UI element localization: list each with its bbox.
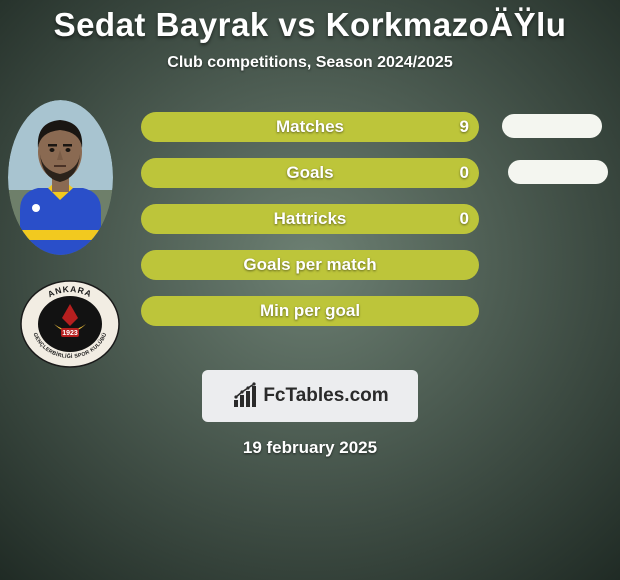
stat-label: Matches [141, 117, 479, 137]
stat-row-goals-per-match: Goals per match [141, 250, 479, 280]
stats-area: 1923 ANKARA GENÇLERBİRLİĞİ SPOR KULÜBÜ M… [0, 112, 620, 342]
page-title: Sedat Bayrak vs KorkmazoÄŸlu [54, 6, 567, 44]
stat-label: Goals [141, 163, 479, 183]
svg-text:1923: 1923 [62, 330, 78, 337]
player-left-team-badge: 1923 ANKARA GENÇLERBİRLİĞİ SPOR KULÜBÜ [20, 280, 120, 368]
stat-label: Goals per match [141, 255, 479, 275]
stat-row-hattricks: Hattricks0 [141, 204, 479, 234]
stat-row-matches: Matches9 [141, 112, 479, 142]
stat-label: Hattricks [141, 209, 479, 229]
watermark: FcTables.com [202, 370, 418, 422]
player-right-pill-1 [502, 114, 602, 138]
player-right-pill-2 [508, 160, 608, 184]
subtitle: Club competitions, Season 2024/2025 [167, 54, 452, 72]
chart-icon [231, 382, 259, 410]
content-root: Sedat Bayrak vs KorkmazoÄŸlu Club compet… [0, 0, 620, 580]
stat-value-left: 0 [460, 163, 469, 183]
footer-date: 19 february 2025 [243, 438, 377, 458]
stat-label: Min per goal [141, 301, 479, 321]
stat-value-left: 9 [460, 117, 469, 137]
player-left-avatar [8, 100, 113, 255]
watermark-text: FcTables.com [263, 385, 388, 407]
stat-row-goals: Goals0 [141, 158, 479, 188]
stat-value-left: 0 [460, 209, 469, 229]
stat-row-min-per-goal: Min per goal [141, 296, 479, 326]
